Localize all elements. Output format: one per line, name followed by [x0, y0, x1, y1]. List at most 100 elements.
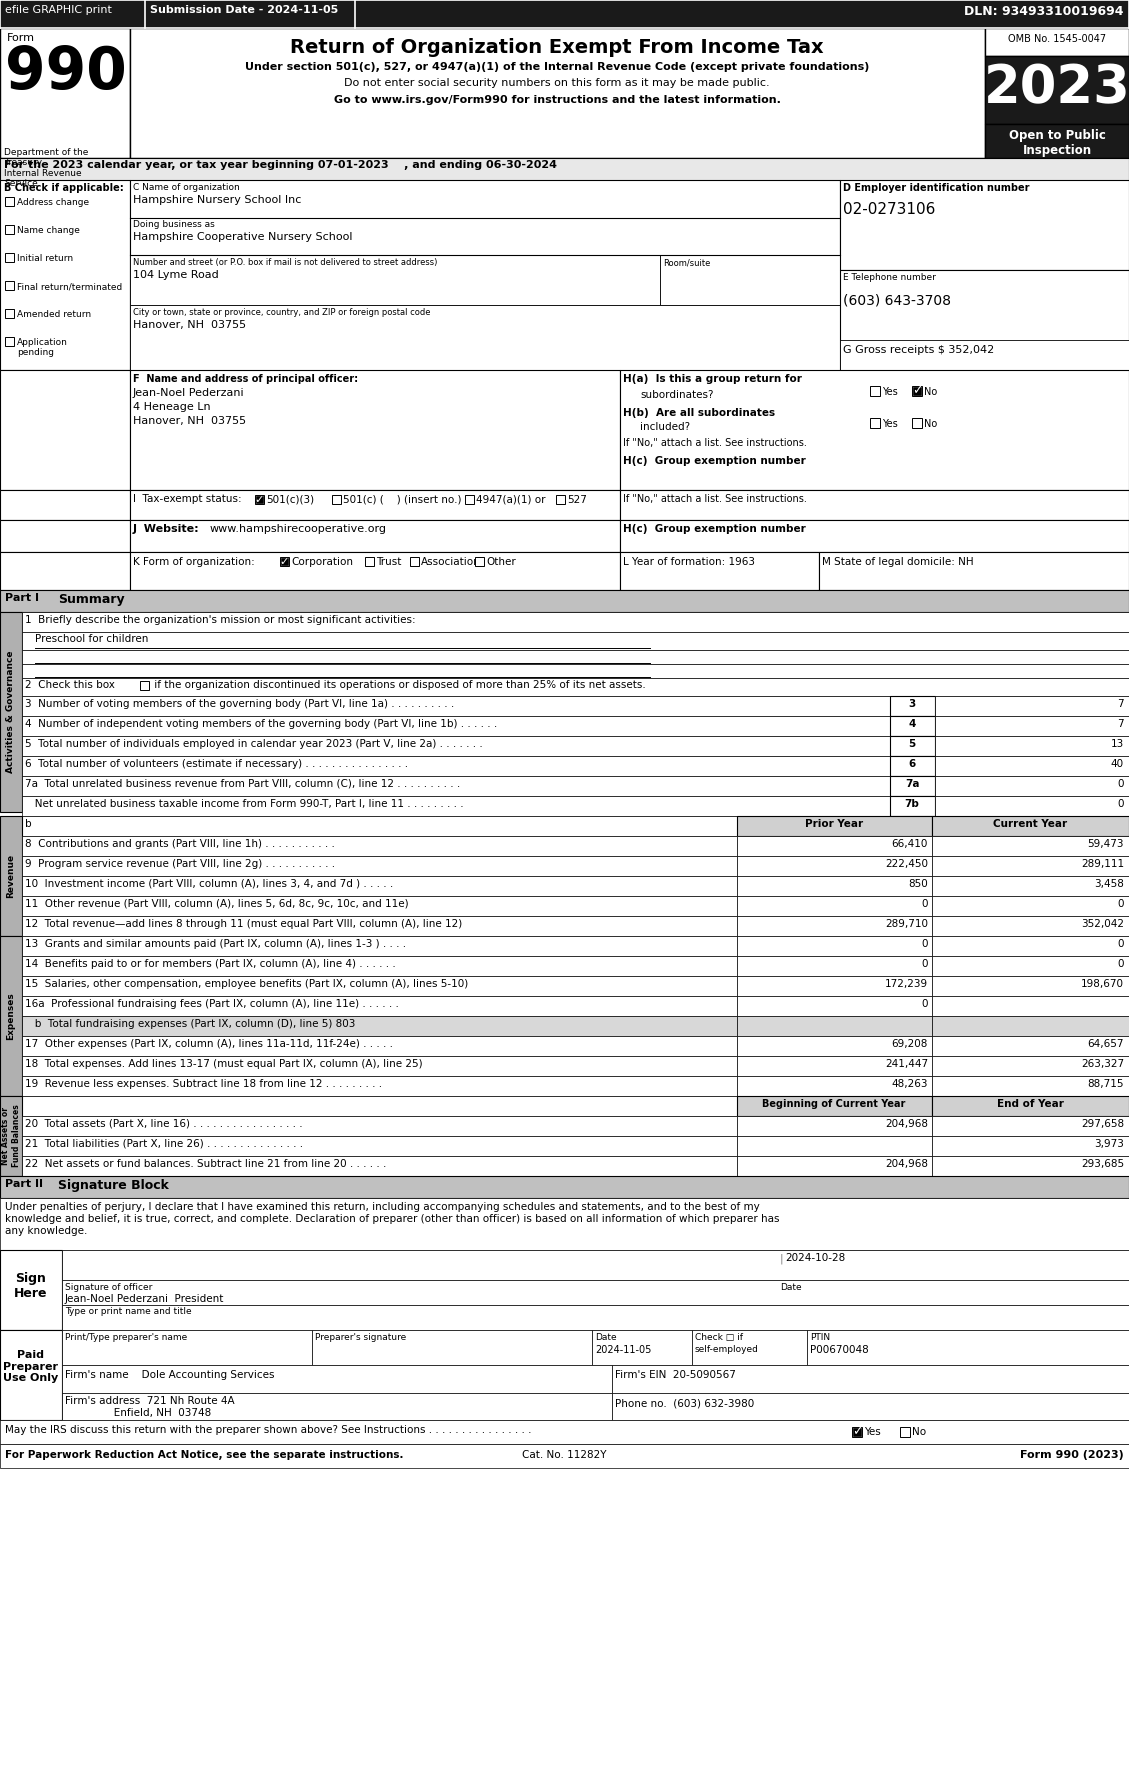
- Bar: [933, 996, 1129, 1015]
- Text: 293,685: 293,685: [1080, 1158, 1124, 1169]
- Text: Submission Date - 2024-11-05: Submission Date - 2024-11-05: [150, 5, 339, 14]
- Bar: [933, 1075, 1129, 1097]
- Bar: [130, 254, 660, 306]
- Text: If "No," attach a list. See instructions.: If "No," attach a list. See instructions…: [623, 494, 807, 503]
- Bar: [21, 955, 737, 977]
- Text: 17  Other expenses (Part IX, column (A), lines 11a-11d, 11f-24e) . . . . .: 17 Other expenses (Part IX, column (A), …: [25, 1038, 393, 1049]
- Bar: [737, 1097, 933, 1116]
- Bar: [256, 496, 263, 503]
- Text: Hanover, NH  03755: Hanover, NH 03755: [133, 320, 246, 330]
- Bar: [890, 796, 935, 816]
- Text: 3,973: 3,973: [1094, 1139, 1124, 1150]
- Bar: [737, 996, 933, 1015]
- Bar: [280, 556, 289, 565]
- Bar: [130, 306, 840, 371]
- Text: Yes: Yes: [864, 1427, 881, 1438]
- Bar: [912, 387, 922, 396]
- Text: D Employer identification number: D Employer identification number: [843, 184, 1030, 192]
- Bar: [935, 796, 1129, 816]
- Text: 2024-10-28: 2024-10-28: [785, 1254, 846, 1263]
- Bar: [0, 157, 1129, 182]
- Text: Summary: Summary: [58, 593, 124, 606]
- Text: Doing business as: Doing business as: [133, 221, 215, 230]
- Bar: [475, 556, 484, 565]
- Bar: [819, 553, 1129, 590]
- Text: 289,710: 289,710: [885, 918, 928, 929]
- Text: 48,263: 48,263: [892, 1079, 928, 1090]
- Text: Signature of officer: Signature of officer: [65, 1284, 152, 1293]
- Bar: [5, 198, 14, 207]
- Text: 12  Total revenue—add lines 8 through 11 (must equal Part VIII, column (A), line: 12 Total revenue—add lines 8 through 11 …: [25, 918, 462, 929]
- Text: 7: 7: [1118, 719, 1124, 729]
- Text: 88,715: 88,715: [1087, 1079, 1124, 1090]
- Bar: [140, 682, 149, 691]
- Text: 0: 0: [921, 959, 928, 970]
- Text: 297,658: 297,658: [1080, 1120, 1124, 1128]
- Bar: [21, 996, 737, 1015]
- Text: 4: 4: [909, 719, 916, 729]
- Text: Revenue: Revenue: [7, 855, 16, 899]
- Bar: [933, 917, 1129, 936]
- Bar: [21, 664, 1129, 678]
- Text: 9  Program service revenue (Part VIII, line 2g) . . . . . . . . . . .: 9 Program service revenue (Part VIII, li…: [25, 858, 335, 869]
- Text: 5  Total number of individuals employed in calendar year 2023 (Part V, line 2a) : 5 Total number of individuals employed i…: [25, 738, 483, 749]
- Text: 4 Heneage Ln: 4 Heneage Ln: [133, 403, 211, 411]
- Bar: [984, 57, 1129, 124]
- Bar: [870, 419, 879, 427]
- Text: 4947(a)(1) or: 4947(a)(1) or: [476, 494, 545, 505]
- Text: 198,670: 198,670: [1080, 978, 1124, 989]
- Bar: [890, 715, 935, 736]
- Bar: [21, 857, 737, 876]
- Text: 0: 0: [921, 899, 928, 909]
- Bar: [21, 650, 1129, 664]
- Text: May the IRS discuss this return with the preparer shown above? See Instructions : May the IRS discuss this return with the…: [5, 1425, 535, 1436]
- Text: 241,447: 241,447: [885, 1060, 928, 1068]
- Text: Date: Date: [780, 1284, 802, 1293]
- Bar: [5, 337, 14, 346]
- Text: 4  Number of independent voting members of the governing body (Part VI, line 1b): 4 Number of independent voting members o…: [25, 719, 497, 729]
- Bar: [692, 1330, 807, 1365]
- Text: If "No," attach a list. See instructions.: If "No," attach a list. See instructions…: [623, 438, 807, 449]
- Bar: [21, 1056, 737, 1075]
- Text: 850: 850: [908, 879, 928, 888]
- Text: 2024-11-05: 2024-11-05: [595, 1346, 651, 1355]
- Bar: [0, 180, 130, 371]
- Text: 11  Other revenue (Part VIII, column (A), lines 5, 6d, 8c, 9c, 10c, and 11e): 11 Other revenue (Part VIII, column (A),…: [25, 899, 409, 909]
- Bar: [555, 494, 564, 503]
- Text: 204,968: 204,968: [885, 1158, 928, 1169]
- Text: Application
pending: Application pending: [17, 337, 68, 357]
- Bar: [933, 816, 1129, 835]
- Bar: [5, 309, 14, 318]
- Text: No: No: [924, 419, 937, 429]
- Bar: [410, 556, 419, 565]
- Bar: [890, 756, 935, 775]
- Text: Phone no.  (603) 632-3980: Phone no. (603) 632-3980: [615, 1399, 754, 1408]
- Bar: [933, 1037, 1129, 1056]
- Text: 0: 0: [921, 1000, 928, 1008]
- Text: 1  Briefly describe the organization's mission or most significant activities:: 1 Briefly describe the organization's mi…: [25, 615, 415, 625]
- Bar: [130, 28, 984, 157]
- Bar: [933, 936, 1129, 955]
- Text: Initial return: Initial return: [17, 254, 73, 263]
- Bar: [912, 419, 922, 427]
- Bar: [870, 387, 879, 396]
- Bar: [21, 775, 890, 796]
- Text: 2023: 2023: [983, 62, 1129, 115]
- Bar: [21, 835, 737, 857]
- Text: Name change: Name change: [17, 226, 80, 235]
- Bar: [737, 895, 933, 917]
- Text: Check □ if: Check □ if: [695, 1333, 743, 1342]
- Bar: [21, 1157, 737, 1176]
- Text: 0: 0: [1118, 899, 1124, 909]
- Bar: [984, 28, 1129, 57]
- Text: Preparer's signature: Preparer's signature: [315, 1333, 406, 1342]
- Bar: [21, 1116, 737, 1136]
- Text: F  Name and address of principal officer:: F Name and address of principal officer:: [133, 374, 358, 383]
- Text: Final return/terminated: Final return/terminated: [17, 283, 122, 291]
- Bar: [21, 1075, 737, 1097]
- Bar: [935, 775, 1129, 796]
- Text: Department of the
Treasury
Internal Revenue
Service: Department of the Treasury Internal Reve…: [5, 148, 88, 189]
- Bar: [21, 1037, 737, 1056]
- Text: Jean-Noel Pederzani  President: Jean-Noel Pederzani President: [65, 1294, 225, 1303]
- Bar: [21, 1097, 737, 1116]
